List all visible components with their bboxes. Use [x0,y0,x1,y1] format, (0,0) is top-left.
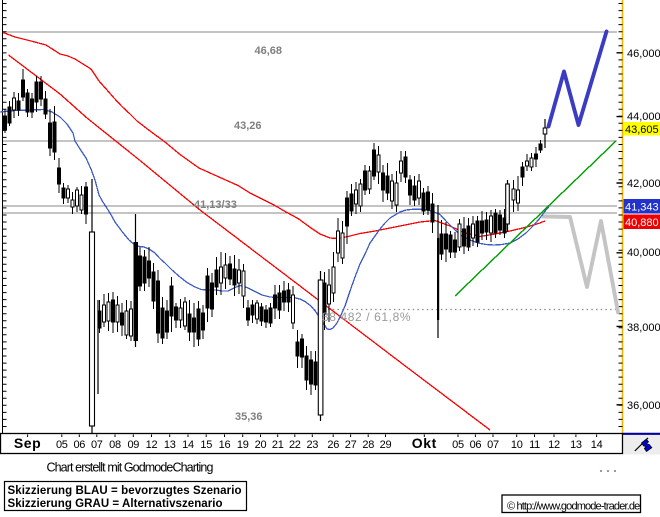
svg-text:06: 06 [73,439,85,451]
svg-text:20: 20 [255,439,267,451]
svg-text:42,000: 42,000 [627,178,660,190]
svg-text:36,000: 36,000 [627,400,660,412]
svg-text:40,000: 40,000 [627,247,660,259]
svg-text:07: 07 [487,439,499,451]
svg-text:Sep: Sep [14,435,41,451]
svg-text:46,68: 46,68 [255,45,283,57]
svg-text:41,343: 41,343 [625,202,659,214]
svg-text:09: 09 [127,439,139,451]
svg-text:22: 22 [289,439,301,451]
svg-text:27: 27 [345,439,357,451]
svg-text:43,605: 43,605 [625,124,659,136]
svg-text:23: 23 [306,439,318,451]
svg-text:26: 26 [327,439,339,451]
svg-text:38,482 / 61,8%: 38,482 / 61,8% [322,310,411,324]
svg-text:05: 05 [452,439,464,451]
svg-text:15: 15 [200,439,212,451]
svg-text:© http://www.godmode-trader.de: © http://www.godmode-trader.de [507,501,640,513]
svg-text:Okt: Okt [412,435,437,451]
svg-text:38,000: 38,000 [627,322,660,334]
svg-text:11: 11 [529,439,540,451]
svg-text:14: 14 [182,439,194,451]
svg-text:35,36: 35,36 [235,411,263,423]
svg-text:05: 05 [56,439,68,451]
svg-text:43,26: 43,26 [234,120,262,132]
svg-text:14: 14 [591,439,603,451]
svg-text:16: 16 [219,439,231,451]
svg-text:10: 10 [511,439,523,451]
svg-text:28: 28 [362,439,374,451]
svg-text:41,13/33: 41,13/33 [194,199,237,211]
svg-text:44,000: 44,000 [627,111,660,123]
svg-text:21: 21 [272,439,284,451]
svg-text:19: 19 [237,439,249,451]
svg-text:07: 07 [91,439,103,451]
svg-text:06: 06 [470,439,482,451]
svg-text:46,000: 46,000 [627,48,660,60]
svg-text:13: 13 [164,439,176,451]
svg-text:12: 12 [548,439,560,451]
svg-text:Skizzierung GRAU = Alternativs: Skizzierung GRAU = Alternativszenario [8,498,223,510]
svg-text:12: 12 [146,439,158,451]
svg-text:13: 13 [570,439,582,451]
svg-text:08: 08 [109,439,121,451]
svg-text:29: 29 [380,439,392,451]
svg-text:40,880: 40,880 [625,217,659,229]
svg-text:Chart erstellt mit GodmodeChar: Chart erstellt mit GodmodeCharting [47,461,214,475]
svg-text:Skizzierung BLAU = bevorzugtes: Skizzierung BLAU = bevorzugtes Szenario [8,485,242,497]
